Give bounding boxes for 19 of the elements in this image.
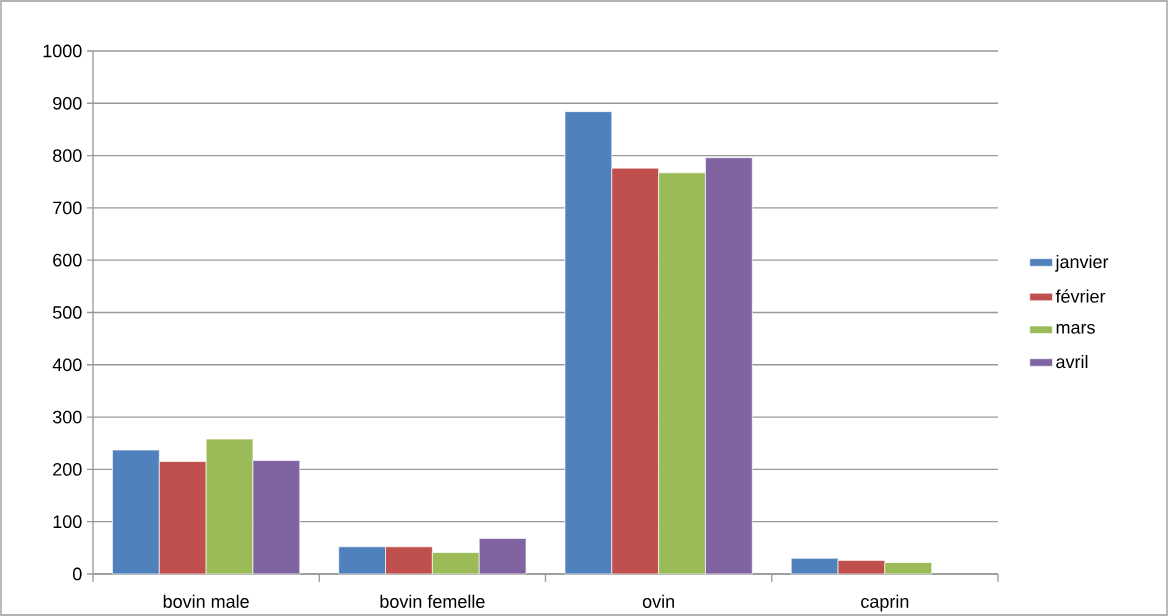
y-tick-label: 600 [53, 253, 82, 267]
y-tick-label: 400 [52, 358, 82, 372]
y-tick-label: 0 [72, 567, 82, 581]
y-tick-label: 300 [52, 410, 82, 424]
y-tick-label: 100 [53, 515, 82, 529]
x-tick-label: ovin [642, 594, 674, 608]
x-tick-label: bovin male [163, 594, 249, 608]
y-tick-label: 200 [53, 463, 82, 476]
legend-label: janvier [1055, 254, 1109, 272]
x-tick-label: bovin femelle [380, 594, 485, 608]
legend-label: avril [1056, 354, 1088, 369]
legend-label: février [1055, 289, 1106, 303]
y-tick-label: 800 [53, 149, 82, 162]
y-tick-label: 1000 [43, 44, 82, 58]
x-tick-label: caprin [861, 594, 909, 612]
y-tick-label: 900 [53, 96, 82, 110]
y-tick-label: 500 [52, 306, 82, 319]
y-tick-label: 700 [53, 201, 82, 215]
legend-label: mars [1056, 323, 1095, 334]
